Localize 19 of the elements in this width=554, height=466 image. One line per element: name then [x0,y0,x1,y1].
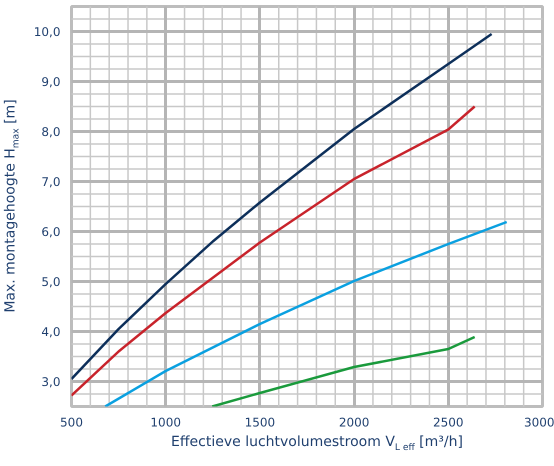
x-tick-label: 1000 [150,416,181,430]
y-tick-label: 5,0 [41,275,61,289]
y-tick-label: 6,0 [41,225,61,239]
y-tick-label: 8,0 [41,125,61,139]
x-axis-title: Effectieve luchtvolumestroom V$_{L eff}$ [m³/h] [170,433,464,455]
y-tick-label: 3,0 [41,375,61,389]
y-tick-label: 4,0 [41,325,61,339]
x-tick-label: 2500 [433,416,464,430]
line-series [210,336,476,406]
y-tick-label: 9,0 [41,75,61,89]
x-tick-label: 2000 [338,416,370,430]
line-series [72,32,493,380]
x-tick-label: 3000 [524,416,554,430]
y-tick-label: 10,0 [34,25,60,39]
y-tick-label: 7,0 [41,175,61,189]
x-tick-label: 1500 [244,416,276,430]
line-series [104,220,508,406]
x-tick-label: 500 [60,416,83,430]
line-series [72,105,476,397]
